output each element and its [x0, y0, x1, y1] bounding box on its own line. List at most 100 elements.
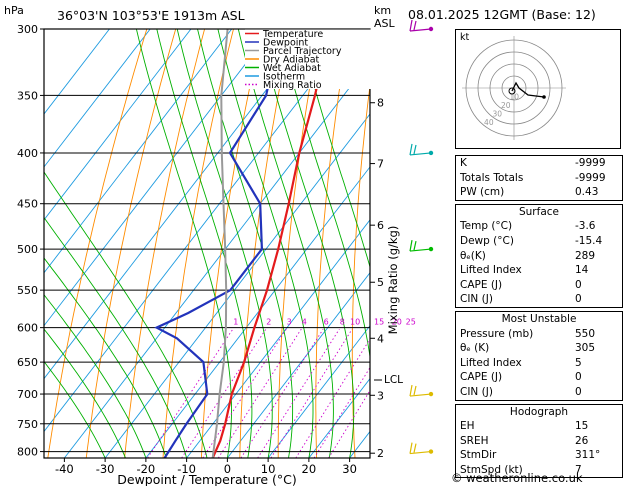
- wind-barb-staff: [409, 248, 432, 252]
- wet-adiabat-line: [44, 328, 126, 458]
- table-row: CAPE (J) 0: [456, 278, 622, 293]
- dry-adiabat-line: [277, 29, 321, 458]
- dewpoint-profile: [154, 29, 282, 458]
- wind-barb-flag: [413, 144, 417, 155]
- row-value: 0: [575, 371, 582, 384]
- table-row: StmSpd (kt) 7: [456, 463, 622, 478]
- dry-adiabat-line: [85, 29, 177, 458]
- indices-panel: K -9999 Totals Totals -9999 PW (cm) 0.43 Surf…: [455, 155, 623, 481]
- table-row: SREH 26: [456, 434, 622, 449]
- x-tick-label: -30: [96, 462, 115, 476]
- table-row: Lifted Index 14: [456, 263, 622, 278]
- row-value: -3.6: [575, 220, 596, 233]
- table-row: PW (cm) 0.43: [456, 185, 622, 200]
- table-row: CAPE (J) 0: [456, 370, 622, 385]
- mixing-ratio-label: 6: [324, 318, 329, 327]
- legend-entry: Parcel Trajectory: [263, 46, 342, 57]
- row-value: 0.43: [575, 186, 599, 199]
- wind-barb-flag: [409, 384, 413, 397]
- hodograph-trace: [511, 81, 545, 98]
- row-label: StmDir: [460, 449, 497, 462]
- row-value: 0: [575, 278, 582, 291]
- row-label: θₑ(K): [460, 249, 486, 262]
- km-tick-label: 6: [377, 219, 384, 232]
- row-label: θₑ (K): [460, 342, 490, 355]
- mixing-ratio-label: 3: [287, 318, 292, 327]
- wet-adiabat-line: [217, 29, 314, 458]
- isotherm-line: [104, 113, 370, 458]
- table-row: StmDir 311°: [456, 448, 622, 463]
- row-value: 305: [575, 342, 596, 355]
- wind-barb-flag: [409, 239, 413, 252]
- lcl-label: LCL: [384, 374, 403, 386]
- row-value: 0: [575, 293, 582, 306]
- surface-table: Surface Temp (°C) -3.6 Dewp (°C) -15.4 θₑ(K)…: [455, 203, 623, 308]
- row-label: K: [460, 157, 467, 169]
- x-tick-label: -10: [177, 462, 196, 476]
- x-tick-label: 20: [302, 462, 317, 476]
- isotherm-line: [44, 29, 151, 168]
- row-label: CAPE (J): [460, 278, 503, 291]
- temperature-profile: [211, 29, 331, 458]
- km-axis-label: km: [374, 4, 391, 17]
- row-value: -9999: [575, 171, 606, 184]
- isotherm-line: [145, 166, 370, 458]
- dry-adiabat-line: [124, 29, 206, 458]
- row-label: Lifted Index: [460, 356, 522, 369]
- wind-barb: [409, 19, 434, 32]
- wind-barb-flag: [409, 19, 413, 32]
- table-row: EH 15: [456, 419, 622, 434]
- wind-barb: [409, 143, 434, 156]
- mixing-ratio-label: 20: [392, 318, 402, 327]
- datetime-label: 08.01.2025 12GMT (Base: 12): [408, 7, 596, 22]
- hpa-axis-label: hPa: [4, 4, 24, 17]
- table-row: Dewp (°C) -15.4: [456, 234, 622, 249]
- km-tick-label: 8: [377, 97, 384, 110]
- hodograph-ring-label: 40: [484, 118, 494, 127]
- wet-adiabat-line: [298, 29, 370, 269]
- wind-barb-flag: [413, 20, 417, 31]
- hodograph: kt 40302010: [455, 29, 621, 149]
- row-value: 289: [575, 249, 596, 262]
- isotherm-line: [44, 29, 314, 380]
- dry-adiabat-line: [315, 29, 350, 458]
- legend-entry: Mixing Ratio: [263, 80, 322, 91]
- legend-bg: [245, 55, 371, 64]
- dry-adiabat-line: [162, 29, 234, 458]
- table-row: Totals Totals -9999: [456, 171, 622, 186]
- isotherm-line: [186, 219, 370, 458]
- wind-barb-staff: [409, 152, 432, 156]
- pressure-tick-label: 400: [17, 147, 38, 160]
- mixing-ratio-axis-title: Mixing Ratio (g/kg): [386, 226, 400, 335]
- hodograph-ring-label: 20: [501, 101, 511, 110]
- hodograph-stats-table: Hodograph EH 15 SREH 26 StmDir 311° StmSpd (kt…: [455, 403, 623, 479]
- isotherm-line: [44, 29, 192, 221]
- row-label: Dewp (°C): [460, 234, 514, 247]
- wet-adiabat-line: [44, 360, 106, 458]
- pressure-tick-label: 600: [17, 322, 38, 335]
- wet-adiabat-line: [44, 257, 167, 458]
- mixing-ratio-label: 10: [350, 318, 360, 327]
- x-tick-label: 30: [342, 462, 357, 476]
- pressure-tick-label: 800: [17, 446, 38, 459]
- row-label: Totals Totals: [460, 171, 524, 184]
- row-value: 311°: [575, 449, 601, 462]
- hodograph-ring-label: 30: [493, 109, 503, 118]
- row-label: CAPE (J): [460, 371, 503, 384]
- wet-adiabat-line: [237, 29, 334, 458]
- isotherm-line: [64, 60, 370, 458]
- row-value: 550: [575, 327, 596, 340]
- wind-barb-flag: [409, 442, 413, 454]
- storm-motion-marker: [508, 87, 516, 95]
- table-row: θₑ (K) 305: [456, 341, 622, 356]
- table-row: CIN (J) 0: [456, 292, 622, 307]
- row-label: Temp (°C): [460, 220, 513, 233]
- isotherm-line: [44, 29, 110, 115]
- wind-barb: [409, 239, 434, 252]
- isotherm-line: [44, 29, 233, 274]
- wind-barb-dot: [428, 26, 434, 32]
- hodograph-ring-label: 10: [510, 92, 520, 101]
- hodograph-kt-label: kt: [460, 32, 470, 43]
- km-tick-label: 5: [377, 276, 384, 289]
